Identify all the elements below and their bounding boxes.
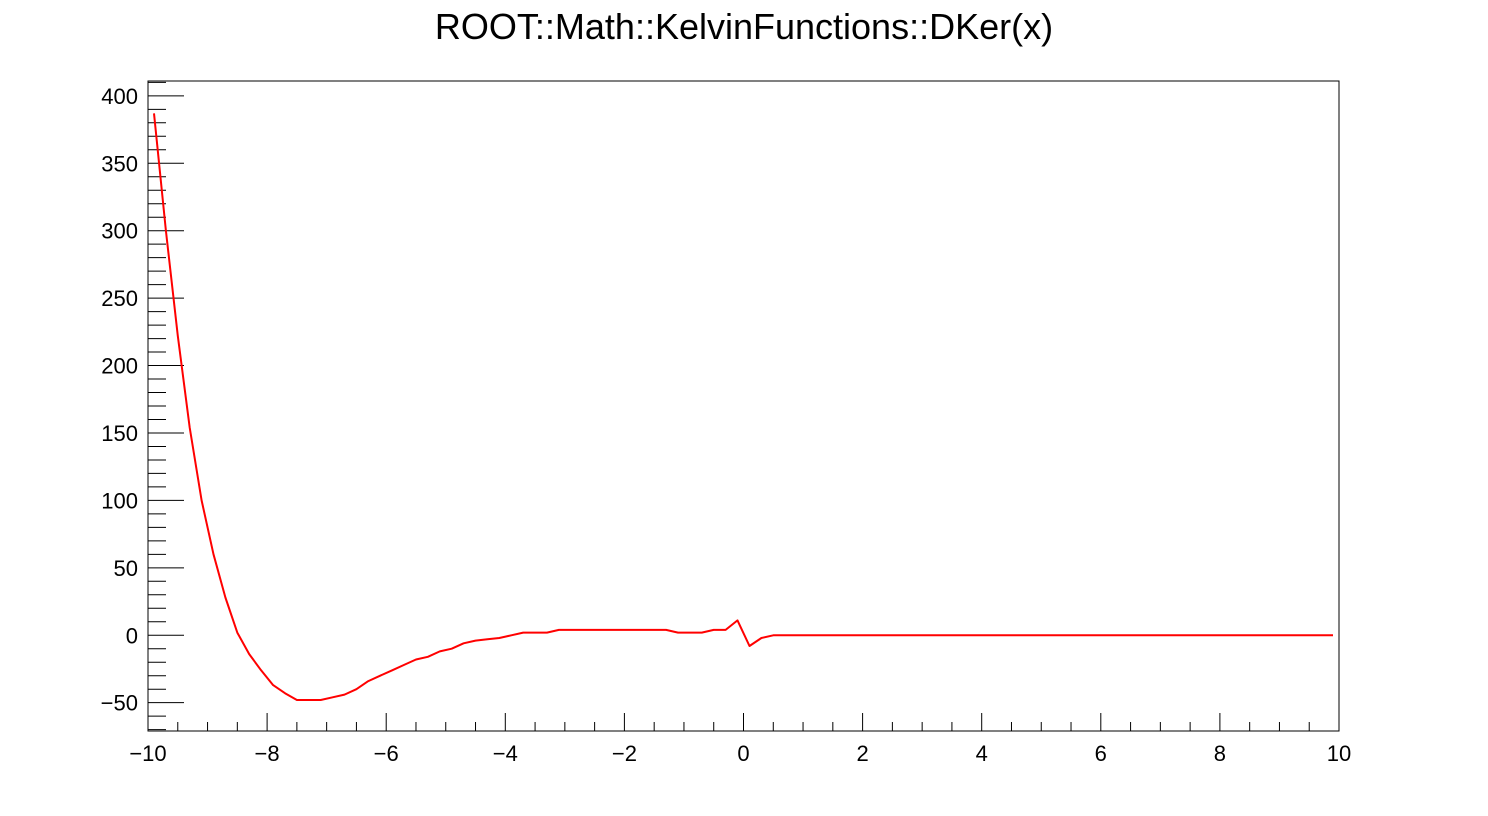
x-axis: −10 −8 −6 −4 −2 0 2 4 6 8 10 [129, 713, 1351, 766]
series-line [153, 113, 1333, 701]
x-tick-label: −8 [255, 741, 280, 766]
x-tick-label: 10 [1327, 741, 1351, 766]
x-tick-label: 2 [856, 741, 868, 766]
x-tick-label: 0 [737, 741, 749, 766]
y-tick-label: 200 [101, 354, 138, 379]
x-tick-label: 4 [976, 741, 988, 766]
series-group [153, 113, 1333, 701]
x-tick-label: 6 [1095, 741, 1107, 766]
chart-title: ROOT::Math::KelvinFunctions::DKer(x) [434, 6, 1054, 47]
y-tick-label: 0 [126, 623, 138, 648]
y-tick-label: 300 [101, 219, 138, 244]
x-tick-label: −6 [374, 741, 399, 766]
y-tick-label: 250 [101, 286, 138, 311]
y-tick-label: 150 [101, 421, 138, 446]
x-tick-label: −4 [493, 741, 518, 766]
y-tick-label: 350 [101, 151, 138, 176]
x-tick-label: 8 [1214, 741, 1226, 766]
y-axis: −50 0 50 100 150 200 250 300 350 400 [101, 81, 184, 731]
y-tick-label: −50 [101, 691, 138, 716]
y-tick-label: 100 [101, 488, 138, 513]
y-tick-label: 50 [114, 556, 138, 581]
y-tick-label: 400 [101, 84, 138, 109]
x-tick-label: −10 [129, 741, 166, 766]
x-tick-label: −2 [612, 741, 637, 766]
